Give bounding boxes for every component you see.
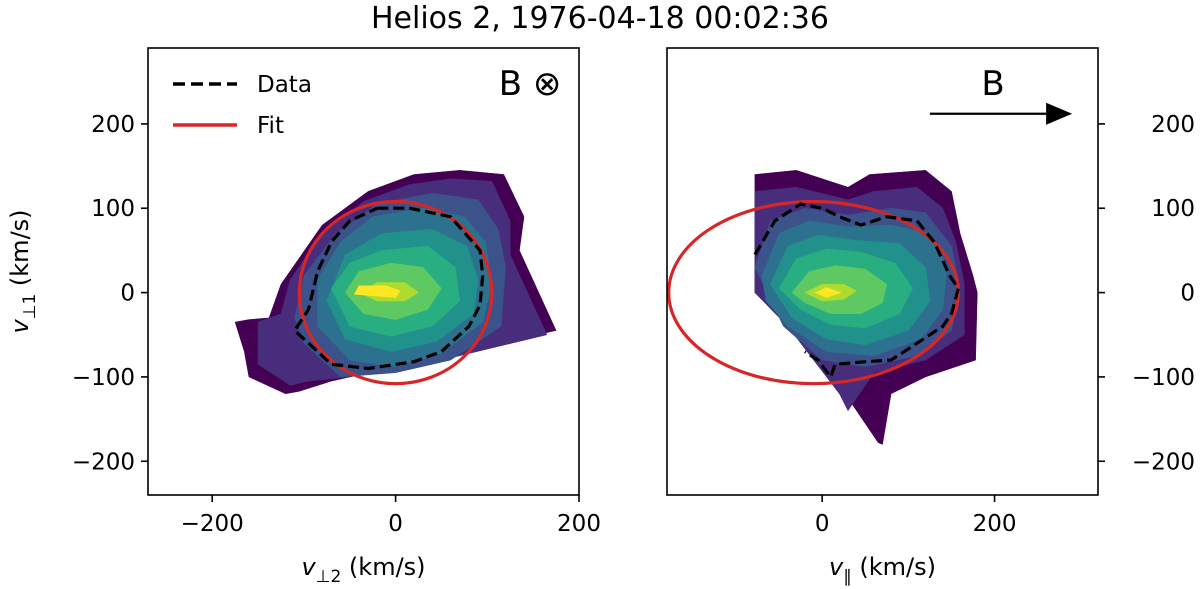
x-tick-label: 0 (388, 511, 403, 537)
x-tick-label: −200 (181, 511, 244, 537)
figure-title: Helios 2, 1976-04-18 00:02:36 (371, 1, 829, 36)
x-axis-label-main: v (829, 553, 844, 581)
data-contour (292, 206, 485, 371)
contour-level-8 (353, 285, 401, 298)
x-tick-label: 200 (557, 511, 601, 537)
x-tick-label: 0 (815, 511, 830, 537)
y-tick-label: −100 (72, 365, 135, 391)
y-axis-label: v⊥1 (km/s) (6, 209, 40, 333)
axes-frame (147, 47, 580, 496)
plot-area (667, 170, 978, 445)
x-axis-label-main: v (301, 553, 316, 581)
legend-label-data: Data (257, 72, 312, 98)
data-contour (753, 202, 961, 381)
y-tick-label: 100 (1151, 196, 1195, 222)
x-axis-label: v⊥2 (km/s) (301, 553, 425, 587)
y-tick-label: −200 (72, 449, 135, 475)
fit-ellipse (297, 199, 494, 386)
y-tick-label: 200 (91, 112, 135, 138)
x-axis-label-sub: ⊥2 (316, 567, 342, 587)
y-axis-label-unit: (km/s) (6, 209, 34, 293)
y-axis-label-sub: ⊥1 (20, 294, 40, 320)
y-tick-label: 200 (1151, 112, 1195, 138)
axes-frame (666, 47, 1099, 496)
x-axis-label: v∥ (km/s) (829, 553, 936, 587)
x-tick-label: 200 (973, 511, 1017, 537)
y-tick-label: 0 (120, 281, 135, 307)
plot-area (234, 170, 557, 395)
panel-right: 0 200 −200 −100 0 100 200 v∥ (km/s) B (666, 47, 1195, 587)
y-tick-label: 100 (91, 196, 135, 222)
y-tick-label: 0 (1180, 281, 1195, 307)
field-label-b: B (981, 64, 1004, 104)
y-tick-label: −200 (1132, 449, 1195, 475)
contour-level-8 (814, 287, 842, 298)
x-axis-label-unit: (km/s) (852, 553, 936, 581)
field-label-b-into-page: B ⊗ (499, 64, 562, 104)
field-arrow-head (1046, 102, 1073, 125)
y-tick-label: −100 (1132, 365, 1195, 391)
y-axis-label-main: v (6, 319, 34, 334)
x-axis-label-sub: ∥ (843, 567, 852, 587)
legend-label-fit: Fit (257, 113, 284, 139)
x-axis-label-unit: (km/s) (341, 553, 425, 581)
